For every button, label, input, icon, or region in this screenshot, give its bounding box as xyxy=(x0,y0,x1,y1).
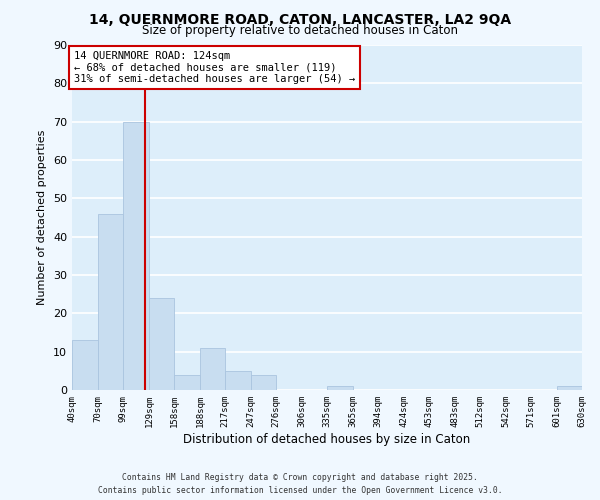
Bar xyxy=(251,374,276,390)
Bar xyxy=(225,371,251,390)
Bar xyxy=(557,386,582,390)
Text: Contains HM Land Registry data © Crown copyright and database right 2025.
Contai: Contains HM Land Registry data © Crown c… xyxy=(98,474,502,495)
Y-axis label: Number of detached properties: Number of detached properties xyxy=(37,130,47,305)
Bar xyxy=(123,122,149,390)
Text: Size of property relative to detached houses in Caton: Size of property relative to detached ho… xyxy=(142,24,458,37)
Bar xyxy=(98,214,123,390)
Bar xyxy=(200,348,225,390)
Bar xyxy=(149,298,174,390)
Bar xyxy=(72,340,98,390)
Bar xyxy=(174,374,200,390)
X-axis label: Distribution of detached houses by size in Caton: Distribution of detached houses by size … xyxy=(184,432,470,446)
Bar xyxy=(327,386,353,390)
Text: 14 QUERNMORE ROAD: 124sqm
← 68% of detached houses are smaller (119)
31% of semi: 14 QUERNMORE ROAD: 124sqm ← 68% of detac… xyxy=(74,51,355,84)
Text: 14, QUERNMORE ROAD, CATON, LANCASTER, LA2 9QA: 14, QUERNMORE ROAD, CATON, LANCASTER, LA… xyxy=(89,12,511,26)
